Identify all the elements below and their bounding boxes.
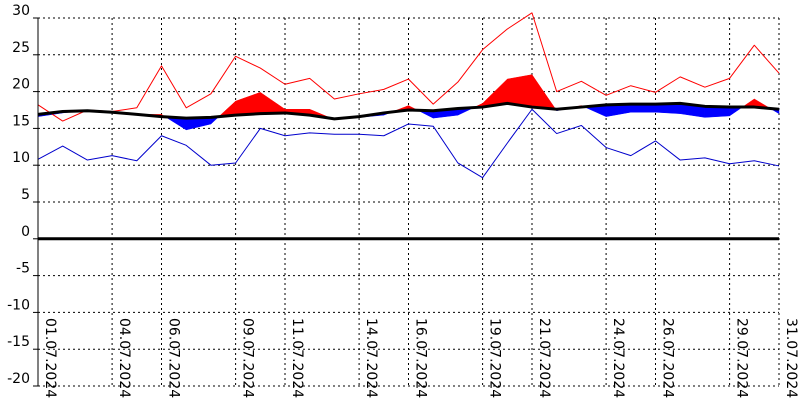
y-tick-label-5: 5 — [21, 187, 30, 203]
label-layer: 30 25 20 15 10 5 0 -5 -10 -15 -20 01.07.2024 04.07.2… — [7, 3, 799, 398]
y-tick-label-3: 15 — [12, 113, 30, 129]
y-tick-label-1: 25 — [12, 40, 30, 56]
series-line-max — [37, 12, 780, 122]
y-tick-label-6: 0 — [21, 224, 30, 240]
grid-layer — [37, 17, 780, 387]
line-layer — [37, 12, 780, 179]
y-tick-label-9: -15 — [7, 334, 30, 350]
y-tick-label-7: -5 — [16, 261, 30, 277]
x-tick-label-8: 21.07.2024 — [536, 318, 552, 398]
y-tick-label-2: 20 — [12, 77, 30, 93]
x-tick-label-3: 09.07.2024 — [240, 318, 256, 398]
deviation-fill-8 — [235, 91, 261, 116]
x-tick-label-1: 04.07.2024 — [116, 318, 132, 398]
deviation-fill-9 — [260, 91, 286, 114]
x-tick-label-4: 11.07.2024 — [289, 318, 305, 398]
x-tick-label-9: 24.07.2024 — [610, 318, 626, 398]
x-tick-label-6: 16.07.2024 — [413, 318, 429, 398]
deviation-fill-19 — [507, 74, 533, 108]
y-tick-label-0: 30 — [12, 3, 30, 19]
x-tick-label-12: 31.07.2024 — [783, 318, 799, 398]
y-tick-label-4: 10 — [12, 150, 30, 166]
axis-layer — [33, 17, 779, 387]
x-tick-label-0: 01.07.2024 — [42, 318, 58, 398]
x-tick-label-10: 26.07.2024 — [660, 318, 676, 398]
series-line-normal — [37, 101, 780, 121]
x-tick-label-5: 14.07.2024 — [363, 318, 379, 398]
deviation-fill-20a — [531, 73, 557, 110]
y-tick-label-8: -10 — [7, 297, 30, 313]
x-tick-label-2: 06.07.2024 — [166, 318, 182, 398]
x-tick-label-7: 19.07.2024 — [487, 318, 503, 398]
series-line-min — [37, 108, 780, 179]
y-tick-label-10: -20 — [7, 371, 30, 387]
x-tick-label-11: 29.07.2024 — [734, 318, 750, 398]
